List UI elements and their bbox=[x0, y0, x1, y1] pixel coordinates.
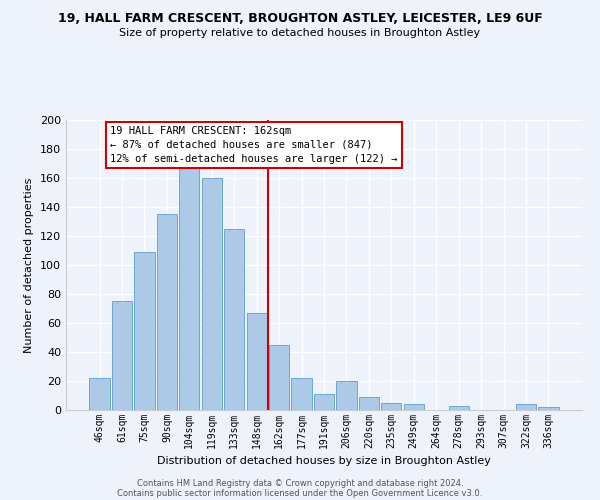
Bar bbox=[202, 178, 222, 410]
Text: Contains public sector information licensed under the Open Government Licence v3: Contains public sector information licen… bbox=[118, 488, 482, 498]
Bar bbox=[134, 252, 155, 410]
Bar bbox=[269, 345, 289, 410]
Bar bbox=[516, 404, 536, 410]
Bar bbox=[89, 378, 110, 410]
Bar bbox=[314, 394, 334, 410]
Bar bbox=[538, 407, 559, 410]
Text: Size of property relative to detached houses in Broughton Astley: Size of property relative to detached ho… bbox=[119, 28, 481, 38]
Bar bbox=[179, 166, 199, 410]
Text: 19 HALL FARM CRESCENT: 162sqm
← 87% of detached houses are smaller (847)
12% of : 19 HALL FARM CRESCENT: 162sqm ← 87% of d… bbox=[110, 126, 397, 164]
Y-axis label: Number of detached properties: Number of detached properties bbox=[25, 178, 34, 352]
Bar bbox=[404, 404, 424, 410]
Bar bbox=[112, 301, 132, 410]
Bar bbox=[157, 214, 177, 410]
Bar bbox=[224, 229, 244, 410]
Text: 19, HALL FARM CRESCENT, BROUGHTON ASTLEY, LEICESTER, LE9 6UF: 19, HALL FARM CRESCENT, BROUGHTON ASTLEY… bbox=[58, 12, 542, 26]
Bar bbox=[449, 406, 469, 410]
Text: Contains HM Land Registry data © Crown copyright and database right 2024.: Contains HM Land Registry data © Crown c… bbox=[137, 478, 463, 488]
Bar bbox=[381, 403, 401, 410]
Bar bbox=[337, 381, 356, 410]
Bar bbox=[292, 378, 311, 410]
Bar bbox=[359, 397, 379, 410]
Bar bbox=[247, 313, 267, 410]
X-axis label: Distribution of detached houses by size in Broughton Astley: Distribution of detached houses by size … bbox=[157, 456, 491, 466]
